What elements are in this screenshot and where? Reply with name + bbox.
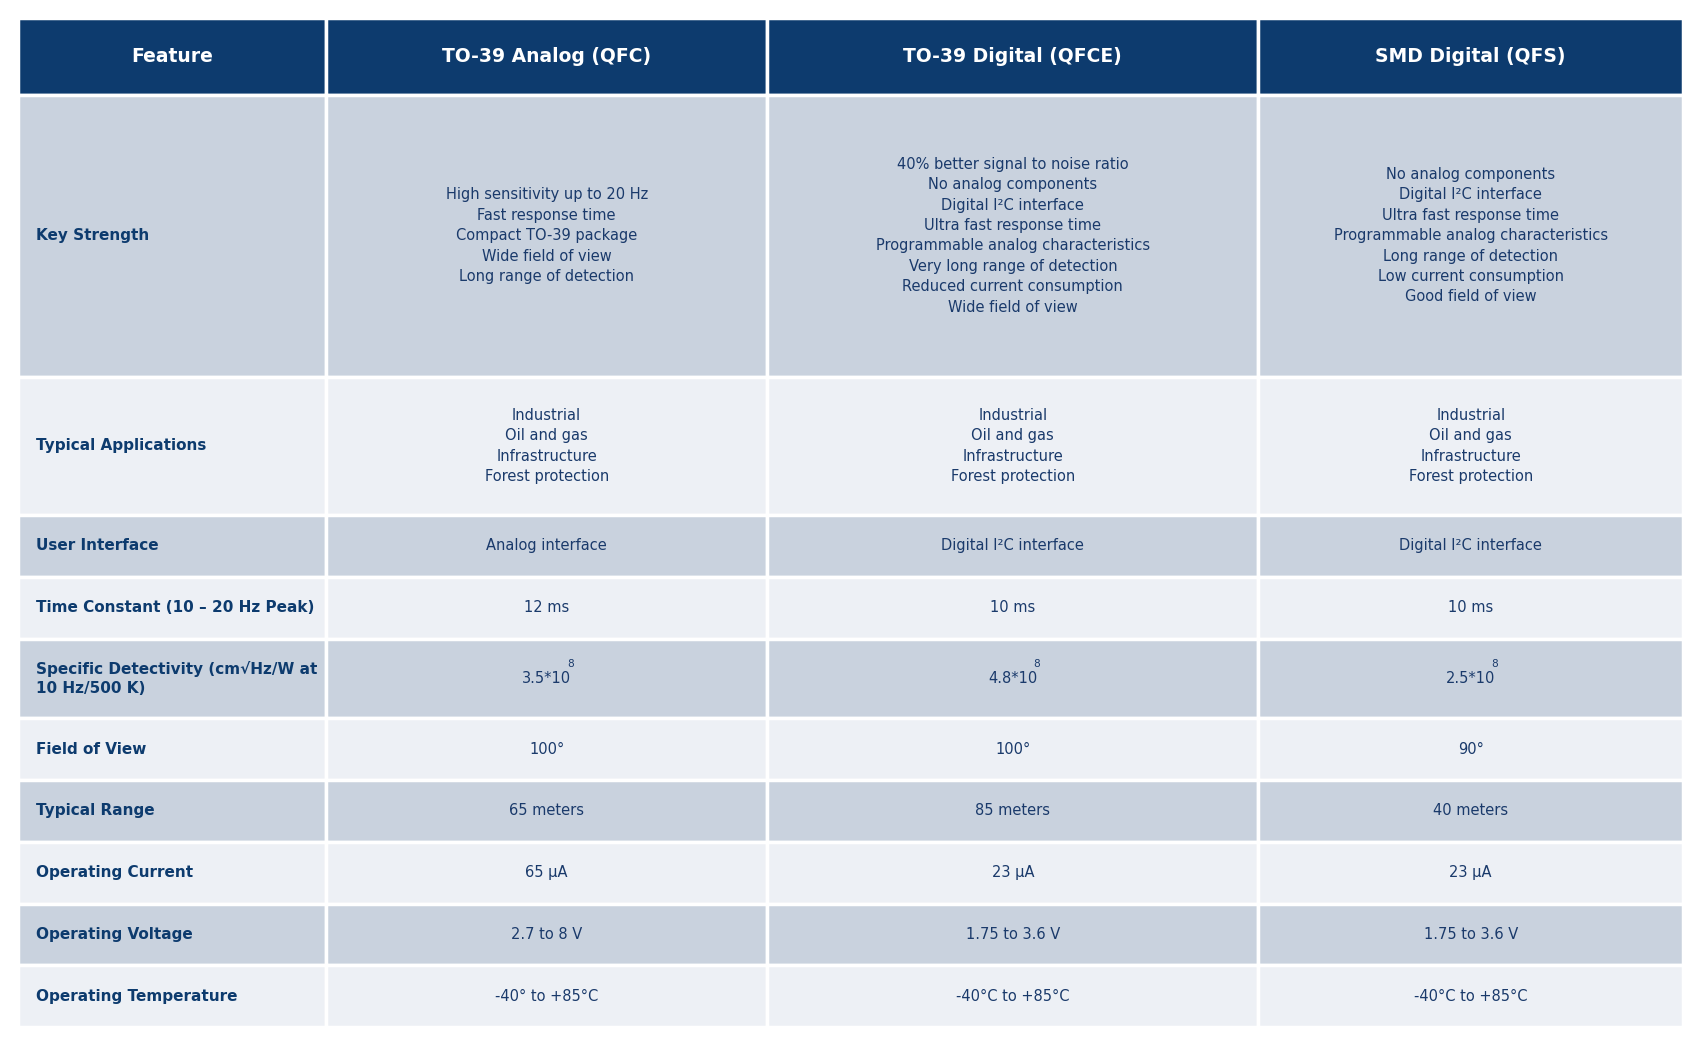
FancyBboxPatch shape (1259, 904, 1682, 966)
Text: Operating Current: Operating Current (36, 865, 194, 880)
FancyBboxPatch shape (19, 515, 327, 577)
FancyBboxPatch shape (327, 718, 767, 780)
Text: 65 μA: 65 μA (526, 865, 568, 880)
FancyBboxPatch shape (767, 718, 1259, 780)
FancyBboxPatch shape (767, 780, 1259, 842)
Text: Digital I²C interface: Digital I²C interface (1400, 538, 1543, 554)
Text: 85 meters: 85 meters (975, 804, 1050, 818)
Text: Time Constant (10 – 20 Hz Peak): Time Constant (10 – 20 Hz Peak) (36, 600, 315, 616)
FancyBboxPatch shape (327, 638, 767, 718)
FancyBboxPatch shape (1259, 515, 1682, 577)
FancyBboxPatch shape (19, 638, 327, 718)
Text: High sensitivity up to 20 Hz
Fast response time
Compact TO-39 package
Wide field: High sensitivity up to 20 Hz Fast respon… (446, 187, 648, 284)
Text: -40°C to +85°C: -40°C to +85°C (956, 989, 1070, 1003)
Text: 8: 8 (1034, 659, 1041, 669)
FancyBboxPatch shape (1259, 780, 1682, 842)
Text: Operating Temperature: Operating Temperature (36, 989, 238, 1003)
FancyBboxPatch shape (19, 718, 327, 780)
Text: 100°: 100° (529, 742, 565, 757)
Text: TO-39 Analog (QFC): TO-39 Analog (QFC) (442, 47, 651, 66)
Text: -40° to +85°C: -40° to +85°C (495, 989, 599, 1003)
FancyBboxPatch shape (1259, 638, 1682, 718)
FancyBboxPatch shape (1259, 376, 1682, 515)
Text: 12 ms: 12 ms (524, 600, 570, 616)
Text: Field of View: Field of View (36, 742, 146, 757)
Text: Typical Range: Typical Range (36, 804, 155, 818)
Text: 90°: 90° (1458, 742, 1483, 757)
FancyBboxPatch shape (767, 638, 1259, 718)
Text: Key Strength: Key Strength (36, 228, 150, 243)
FancyBboxPatch shape (1259, 966, 1682, 1027)
FancyBboxPatch shape (1259, 577, 1682, 638)
Text: -40°C to +85°C: -40°C to +85°C (1414, 989, 1527, 1003)
Text: User Interface: User Interface (36, 538, 158, 554)
FancyBboxPatch shape (767, 842, 1259, 904)
FancyBboxPatch shape (327, 780, 767, 842)
Text: 10 ms: 10 ms (1448, 600, 1493, 616)
Text: Digital I²C interface: Digital I²C interface (941, 538, 1084, 554)
Text: 3.5*10: 3.5*10 (522, 671, 572, 686)
Text: 23 μA: 23 μA (1449, 865, 1492, 880)
FancyBboxPatch shape (767, 904, 1259, 966)
FancyBboxPatch shape (767, 95, 1259, 376)
FancyBboxPatch shape (19, 95, 327, 376)
FancyBboxPatch shape (327, 966, 767, 1027)
Text: 8: 8 (1492, 659, 1499, 669)
Text: Industrial
Oil and gas
Infrastructure
Forest protection: Industrial Oil and gas Infrastructure Fo… (485, 408, 609, 484)
FancyBboxPatch shape (19, 780, 327, 842)
FancyBboxPatch shape (327, 842, 767, 904)
FancyBboxPatch shape (19, 376, 327, 515)
FancyBboxPatch shape (19, 966, 327, 1027)
Text: 65 meters: 65 meters (509, 804, 583, 818)
Text: No analog components
Digital I²C interface
Ultra fast response time
Programmable: No analog components Digital I²C interfa… (1334, 167, 1607, 304)
Text: 100°: 100° (995, 742, 1031, 757)
FancyBboxPatch shape (767, 966, 1259, 1027)
FancyBboxPatch shape (767, 376, 1259, 515)
FancyBboxPatch shape (327, 18, 767, 95)
Text: 40 meters: 40 meters (1434, 804, 1509, 818)
Text: 4.8*10: 4.8*10 (988, 671, 1038, 686)
Text: Industrial
Oil and gas
Infrastructure
Forest protection: Industrial Oil and gas Infrastructure Fo… (1408, 408, 1533, 484)
FancyBboxPatch shape (19, 904, 327, 966)
FancyBboxPatch shape (1259, 718, 1682, 780)
Text: Industrial
Oil and gas
Infrastructure
Forest protection: Industrial Oil and gas Infrastructure Fo… (951, 408, 1075, 484)
Text: 40% better signal to noise ratio
No analog components
Digital I²C interface
Ultr: 40% better signal to noise ratio No anal… (876, 157, 1150, 315)
Text: 1.75 to 3.6 V: 1.75 to 3.6 V (1424, 927, 1517, 942)
Text: 23 μA: 23 μA (992, 865, 1034, 880)
Text: Analog interface: Analog interface (486, 538, 607, 554)
Text: Operating Voltage: Operating Voltage (36, 927, 192, 942)
Text: 10 ms: 10 ms (990, 600, 1036, 616)
FancyBboxPatch shape (19, 18, 327, 95)
FancyBboxPatch shape (19, 842, 327, 904)
Text: Feature: Feature (131, 47, 213, 66)
FancyBboxPatch shape (1259, 95, 1682, 376)
Text: TO-39 Digital (QFCE): TO-39 Digital (QFCE) (903, 47, 1123, 66)
FancyBboxPatch shape (1259, 842, 1682, 904)
Text: 2.5*10: 2.5*10 (1446, 671, 1495, 686)
FancyBboxPatch shape (327, 577, 767, 638)
FancyBboxPatch shape (1259, 18, 1682, 95)
FancyBboxPatch shape (19, 577, 327, 638)
FancyBboxPatch shape (327, 515, 767, 577)
FancyBboxPatch shape (767, 577, 1259, 638)
Text: Typical Applications: Typical Applications (36, 438, 206, 454)
Text: Specific Detectivity (cm√Hz/W at
10 Hz/500 K): Specific Detectivity (cm√Hz/W at 10 Hz/5… (36, 660, 318, 696)
Text: 1.75 to 3.6 V: 1.75 to 3.6 V (966, 927, 1060, 942)
Text: 2.7 to 8 V: 2.7 to 8 V (510, 927, 582, 942)
FancyBboxPatch shape (327, 95, 767, 376)
FancyBboxPatch shape (767, 515, 1259, 577)
Text: SMD Digital (QFS): SMD Digital (QFS) (1376, 47, 1567, 66)
FancyBboxPatch shape (327, 376, 767, 515)
FancyBboxPatch shape (767, 18, 1259, 95)
Text: 8: 8 (568, 659, 575, 669)
FancyBboxPatch shape (327, 904, 767, 966)
